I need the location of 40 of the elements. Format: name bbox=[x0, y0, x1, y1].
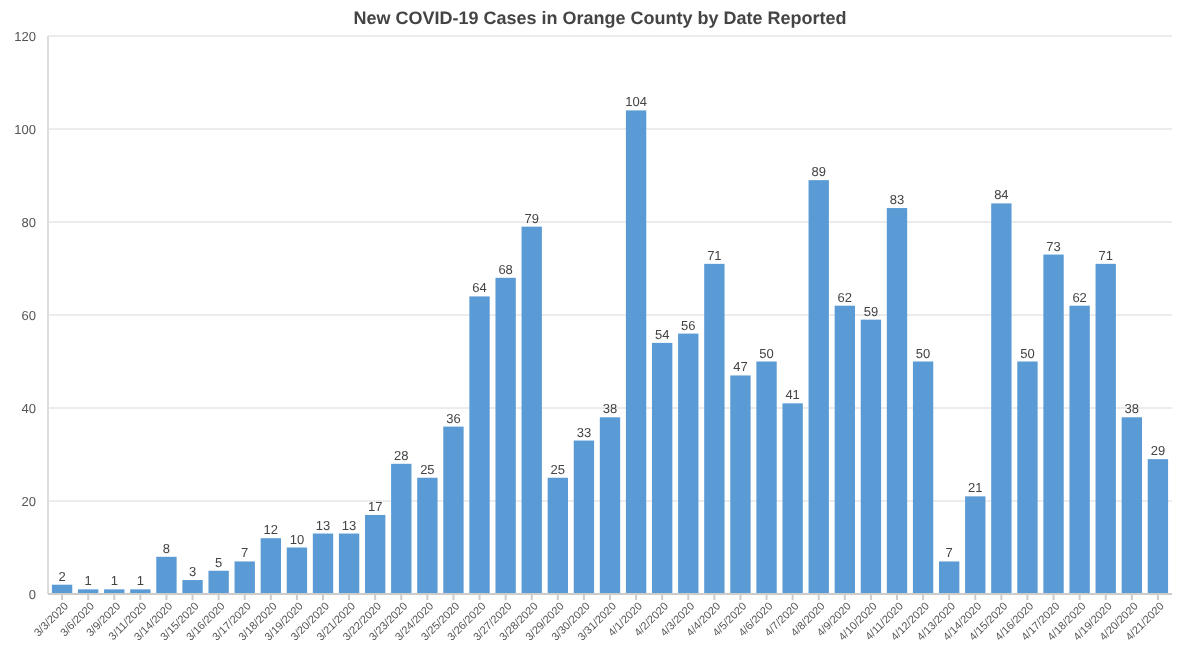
bar bbox=[991, 203, 1012, 594]
bar bbox=[260, 538, 281, 594]
bar bbox=[495, 277, 516, 594]
bar bbox=[417, 477, 438, 594]
bar bbox=[704, 263, 725, 594]
bar bbox=[156, 556, 177, 594]
bar bbox=[338, 533, 360, 594]
bar bbox=[1095, 263, 1116, 594]
bar bbox=[860, 319, 882, 594]
bar bbox=[469, 296, 490, 594]
bar bbox=[730, 375, 751, 594]
bar bbox=[443, 426, 464, 594]
bar bbox=[365, 514, 386, 594]
bar bbox=[1017, 361, 1038, 594]
bar bbox=[391, 463, 412, 594]
bar bbox=[782, 403, 803, 594]
bar bbox=[547, 477, 568, 594]
bar bbox=[521, 226, 542, 594]
bar bbox=[625, 110, 647, 594]
bar bbox=[599, 417, 621, 594]
bar bbox=[182, 580, 203, 594]
bar bbox=[573, 440, 595, 594]
bar bbox=[834, 305, 855, 594]
chart-title: New COVID-19 Cases in Orange County by Date Reported bbox=[353, 8, 847, 28]
bar bbox=[808, 180, 829, 594]
bar bbox=[756, 361, 777, 594]
bar bbox=[208, 570, 229, 594]
bar bbox=[886, 208, 908, 594]
bar bbox=[1069, 305, 1090, 594]
bar bbox=[286, 547, 308, 594]
bar bbox=[234, 561, 255, 594]
bar bbox=[678, 333, 699, 594]
bar bbox=[912, 361, 934, 594]
bar bbox=[1147, 459, 1169, 594]
bar bbox=[312, 533, 334, 594]
bar bbox=[1121, 417, 1142, 594]
bar bbox=[1043, 254, 1064, 594]
bar bbox=[939, 561, 960, 594]
bar bbox=[652, 342, 673, 594]
bar bbox=[965, 496, 986, 594]
